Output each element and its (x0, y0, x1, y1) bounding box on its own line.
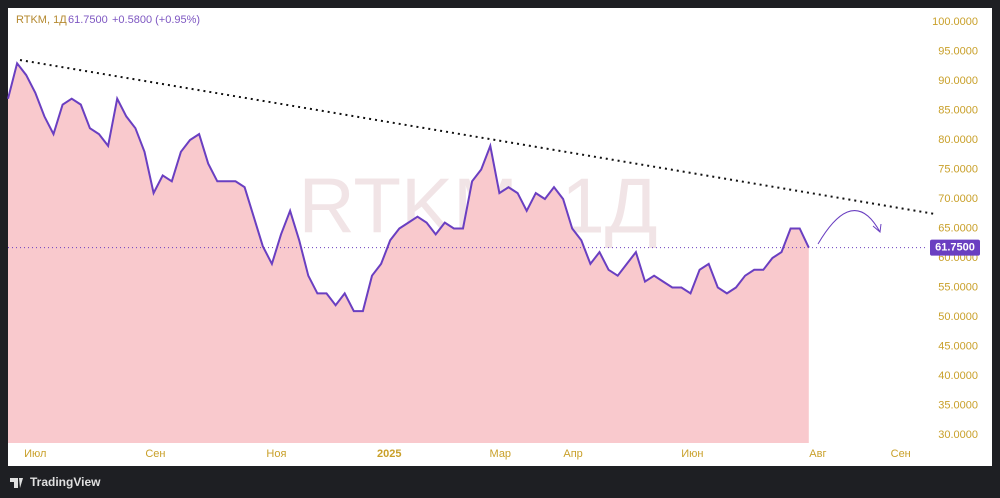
arrow-head (872, 223, 882, 233)
y-tick-label: 35.0000 (938, 399, 978, 411)
last-price-label: 61.7500 (935, 242, 975, 254)
x-tick-label: Июл (24, 448, 46, 460)
area (8, 63, 809, 444)
forecast-arrow (817, 210, 881, 245)
last-price-box (930, 239, 980, 256)
y-tick-label: 50.0000 (938, 311, 978, 323)
y-tick-label: 70.0000 (938, 193, 978, 205)
x-tick-label: Сен (891, 448, 911, 460)
brand: TradingView (30, 475, 101, 489)
y-tick-label: 95.0000 (938, 45, 978, 57)
y-tick-label: 80.0000 (938, 134, 978, 146)
x-tick-label: Мар (490, 448, 512, 460)
symbol: RTKM, 1Д (16, 14, 67, 26)
change: +0.5800 (+0.95%) (112, 14, 200, 26)
y-tick-label: 45.0000 (938, 340, 978, 352)
y-tick-label: 90.0000 (938, 75, 978, 87)
x-tick-label: Авг (809, 448, 826, 460)
y-tick-label: 75.0000 (938, 163, 978, 175)
last-price-header: 61.7500 (68, 14, 108, 26)
y-tick-label: 30.0000 (938, 429, 978, 441)
x-tick-label: Ноя (266, 448, 286, 460)
trend-line (19, 59, 936, 215)
y-tick-label: 40.0000 (938, 370, 978, 382)
y-tick-label: 65.0000 (938, 222, 978, 234)
y-tick-label: 55.0000 (938, 281, 978, 293)
x-tick-label: Апр (563, 448, 582, 460)
y-tick-label: 100.0000 (932, 16, 978, 28)
y-tick-label: 85.0000 (938, 104, 978, 116)
x-tick-label: Июн (681, 448, 703, 460)
x-tick-label: Сен (145, 448, 165, 460)
price-line (7, 61, 810, 313)
x-tick-label: 2025 (377, 448, 401, 460)
brand-logo (10, 478, 23, 488)
